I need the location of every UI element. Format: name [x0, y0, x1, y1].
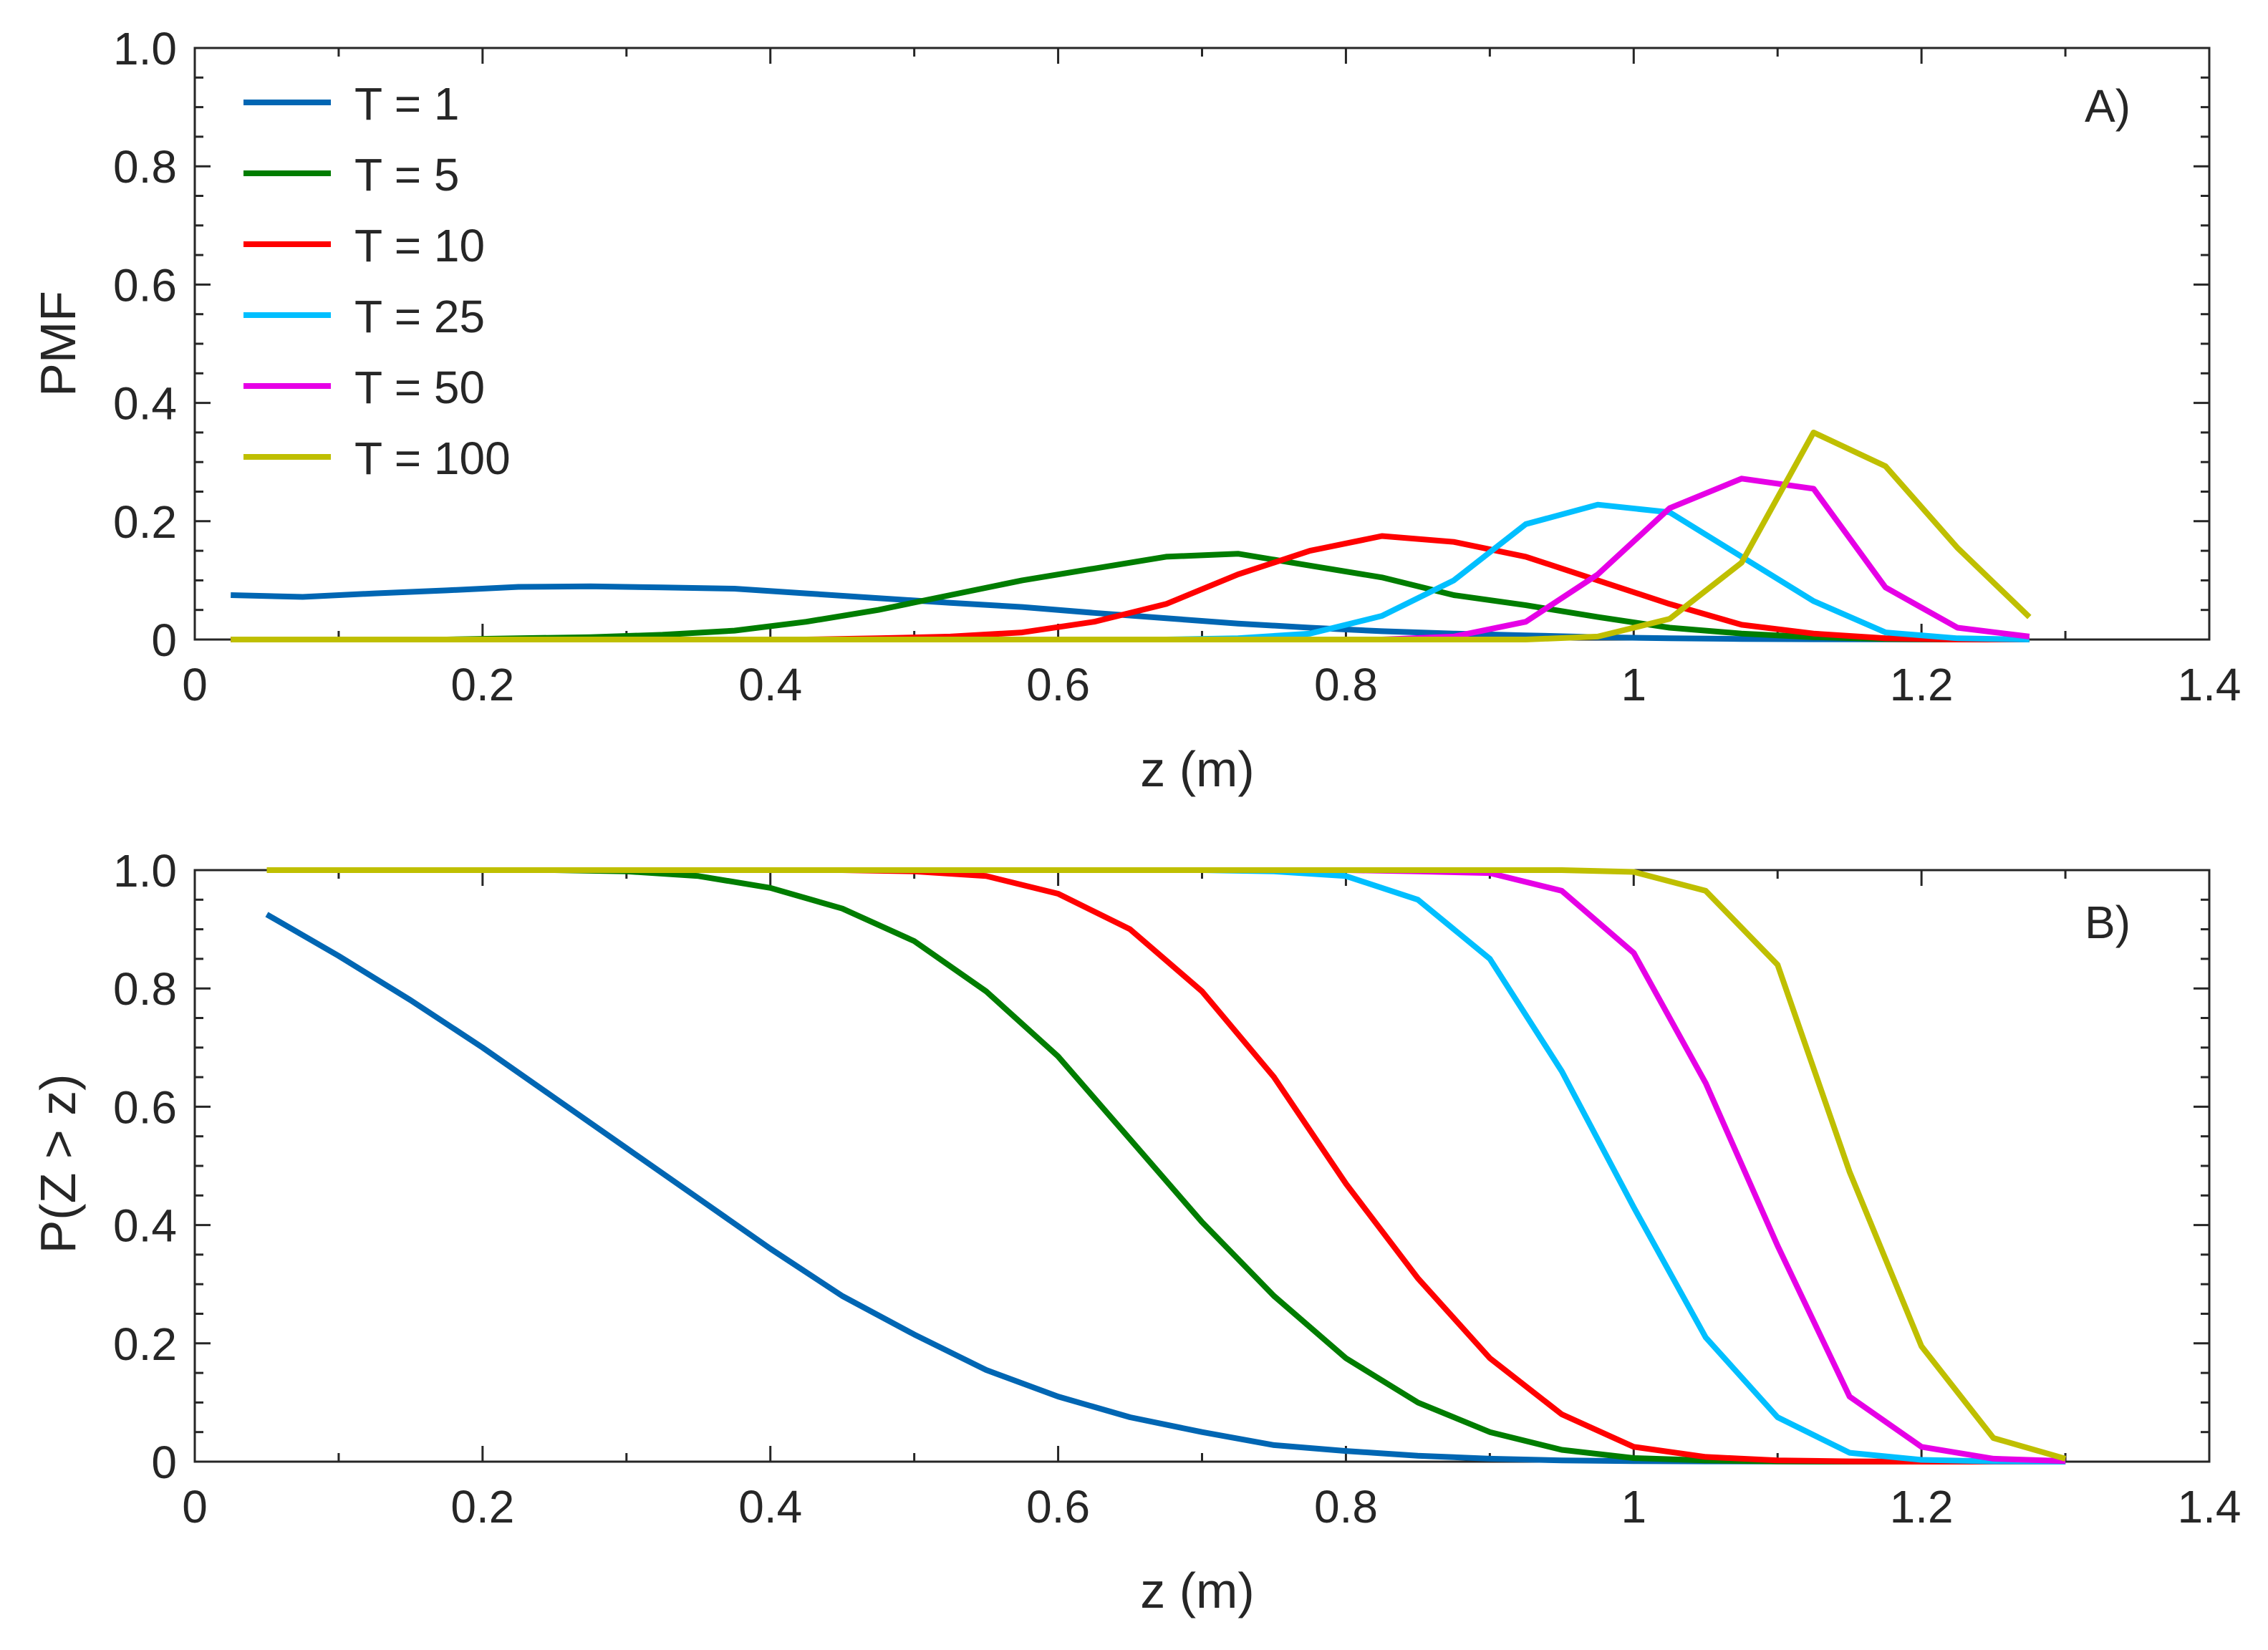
panel-a-label: A): [2085, 80, 2131, 132]
panel-a-series-line-t-100: [231, 429, 2032, 642]
panel-a-x-tick-label: 1.4: [2178, 659, 2242, 710]
panel-b-y-tick-label: 0.2: [113, 1318, 177, 1370]
legend-label-t-50: T = 50: [354, 362, 485, 413]
panel-a-ylabel: PMF: [30, 291, 86, 397]
panel-b-y-tick-label: 0.6: [113, 1081, 177, 1133]
panel-b-y-tick-label: 0: [151, 1437, 177, 1488]
panel-a-x-tick-label: 0.6: [1026, 659, 1090, 710]
panel-a-x-tick-label: 0: [182, 659, 208, 710]
panel-a-y-tick-label: 1.0: [113, 23, 177, 74]
panel-b-x-tick-label: 0.2: [450, 1481, 514, 1533]
panel-a-x-tick-label: 1: [1621, 659, 1646, 710]
legend-label-t-10: T = 10: [354, 220, 485, 271]
panel-a-y-tick-label: 0.8: [113, 141, 177, 193]
legend-label-t-1: T = 1: [354, 78, 459, 130]
panel-a-x-tick-label: 0.8: [1314, 659, 1378, 710]
panel-b-x-tick-label: 1: [1621, 1481, 1646, 1533]
panel-b-xlabel: z (m): [1140, 1563, 1254, 1618]
panel-b-x-tick-label: 1.2: [1890, 1481, 1954, 1533]
panel-b-exceedance: z (m) P(Z > z) B) 0 0.2 0.4 0.6 0.8 1 1.2 1.4 0 0…: [30, 845, 2241, 1618]
panel-b-x-tick-label: 0.4: [738, 1481, 802, 1533]
legend-label-t-5: T = 5: [354, 149, 459, 201]
panel-a-y-tick-label: 0: [151, 614, 177, 666]
panel-b-x-tick-label: 0.6: [1026, 1481, 1090, 1533]
panel-b-x-tick-label: 0.8: [1314, 1481, 1378, 1533]
legend-label-t-100: T = 100: [354, 433, 511, 484]
panel-b-label: B): [2085, 897, 2131, 948]
panel-a-y-tick-label: 0.6: [113, 259, 177, 311]
panel-a-x-tick-label: 0.2: [450, 659, 514, 710]
panel-b-series-line-t-100: [266, 867, 2067, 1462]
panel-b-x-tick-label: 0: [182, 1481, 208, 1533]
panel-a-x-tick-label: 1.2: [1890, 659, 1954, 710]
legend-label-t-25: T = 25: [354, 291, 485, 342]
panel-b-y-tick-label: 1.0: [113, 845, 177, 897]
panel-a-x-tick-label: 0.4: [738, 659, 802, 710]
panel-b-y-tick-label: 0.4: [113, 1200, 177, 1252]
panel-b-y-tick-label: 0.8: [113, 963, 177, 1015]
panel-a-xlabel: z (m): [1140, 741, 1254, 797]
panel-b-ylabel: P(Z > z): [30, 1074, 86, 1254]
panel-a-y-tick-label: 0.2: [113, 496, 177, 548]
panel-b-x-tick-label: 1.4: [2178, 1481, 2242, 1533]
panel-a-y-tick-label: 0.4: [113, 378, 177, 430]
panel-a-pmf: z (m) PMF A) 0 0.2 0.4 0.6 0.8 1 1.2 1.4 0 0.2 0.4…: [30, 23, 2241, 797]
legend: T = 1 T = 5 T = 10 T = 25 T = 50 T = 100: [243, 78, 511, 484]
